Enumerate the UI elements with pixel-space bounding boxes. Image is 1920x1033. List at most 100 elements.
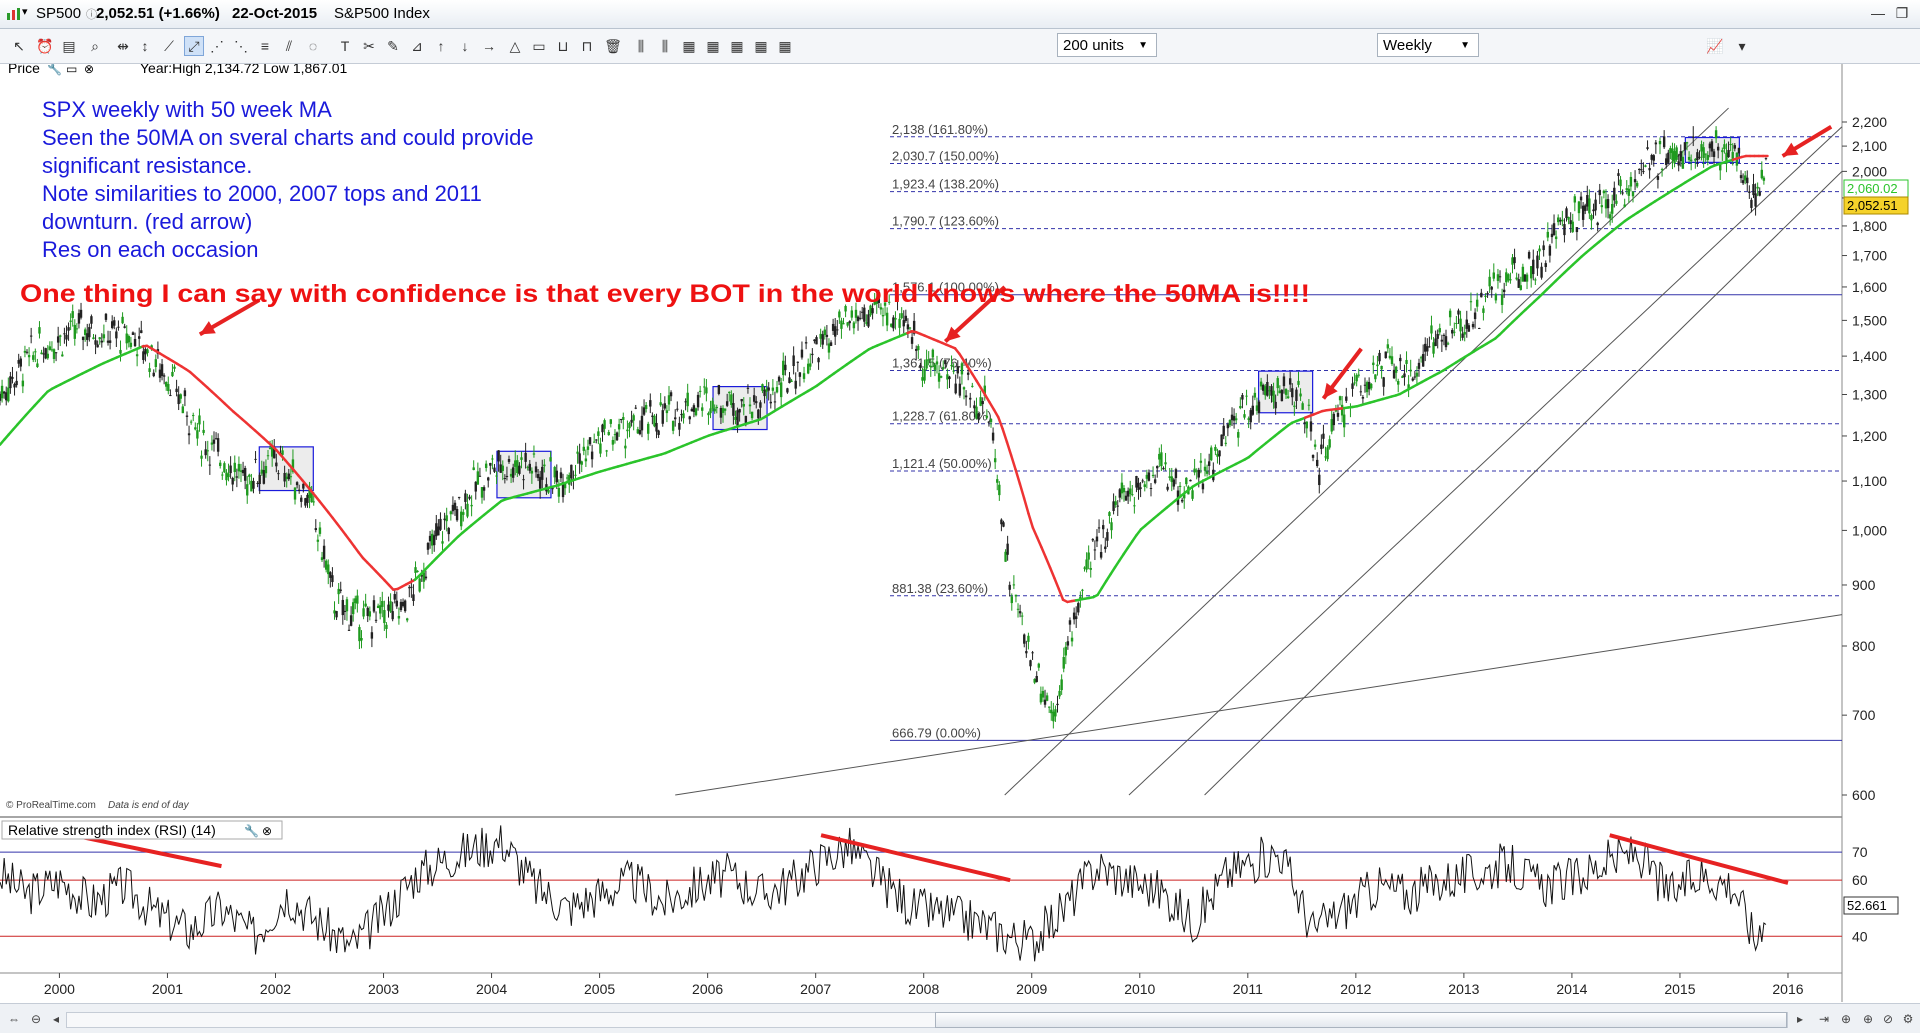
style-icon[interactable]: ▦ <box>704 37 722 55</box>
candle-body <box>331 575 333 582</box>
candle-body <box>797 362 799 363</box>
candle-body <box>1692 136 1694 137</box>
color-palette-icon[interactable]: ▦ <box>680 37 698 55</box>
highlight-icon[interactable]: ✎ <box>384 37 402 55</box>
candle-body <box>1418 363 1420 369</box>
parallel-icon[interactable]: ⫽ <box>280 37 298 55</box>
rsi-line <box>0 825 1766 961</box>
scroll-right-icon[interactable]: ▸ <box>1792 1011 1808 1027</box>
scrollbar-thumb[interactable] <box>935 1012 1787 1028</box>
candle-body <box>1241 395 1243 400</box>
candle-body <box>387 605 389 611</box>
wrench-icon[interactable]: 🔧 <box>244 823 259 838</box>
candle-body <box>1023 635 1025 644</box>
settings-icon[interactable]: ⚙ <box>1900 1011 1916 1027</box>
candle-body <box>267 455 269 456</box>
y-tick-label: 2,100 <box>1852 138 1887 154</box>
zoom-out-icon[interactable]: ⊖ <box>28 1011 44 1027</box>
candle-body <box>371 632 373 638</box>
vertical-line-icon[interactable]: ↕ <box>136 37 154 55</box>
candle-body <box>1499 276 1501 277</box>
units-select[interactable]: 200 units▼ <box>1057 33 1157 57</box>
candle-body <box>1686 142 1688 143</box>
interval-select[interactable]: Weekly▼ <box>1377 33 1479 57</box>
candle-body <box>554 467 556 477</box>
candle-body <box>1594 200 1596 211</box>
candle-body <box>1291 388 1293 397</box>
range-icon[interactable]: ⊓ <box>578 37 596 55</box>
candle-body <box>730 394 732 405</box>
rectangle-icon[interactable]: ▭ <box>530 37 548 55</box>
arrow-right-icon[interactable]: → <box>480 37 498 55</box>
speed-lines-icon[interactable]: ⋱ <box>232 37 250 55</box>
candle-body <box>1274 402 1276 408</box>
candle-body <box>408 587 410 588</box>
bars-icon[interactable]: ⫼ <box>632 37 650 55</box>
triangle-icon[interactable]: △ <box>506 37 524 55</box>
candle-body <box>464 493 466 502</box>
scroll-left-icon[interactable]: ◂ <box>48 1011 64 1027</box>
chevron-down-icon[interactable]: ▾ <box>22 5 28 18</box>
candle-body <box>892 317 894 328</box>
zoom-fit-icon[interactable]: ⇔ <box>6 1011 22 1027</box>
candle-body <box>828 343 830 352</box>
candle-body <box>30 336 32 337</box>
close-icon[interactable]: ⊗ <box>84 64 94 76</box>
arrow-down-icon[interactable]: ↓ <box>456 37 474 55</box>
candle-body <box>362 608 364 616</box>
candle-body <box>520 457 522 460</box>
candle-body <box>1561 220 1563 222</box>
candle-body <box>148 368 150 372</box>
symbol-name[interactable]: SP500 <box>36 5 81 22</box>
tools-icon[interactable]: ✂ <box>360 37 378 55</box>
text-icon[interactable]: T <box>336 37 354 55</box>
y-tick-label: 2,000 <box>1852 163 1887 179</box>
candles-icon[interactable]: ⫼ <box>656 37 674 55</box>
scroll-lock-icon[interactable]: ⊕ <box>1838 1011 1854 1027</box>
candle-body <box>1439 328 1441 332</box>
maximize-icon[interactable]: ❐ <box>1892 3 1912 23</box>
candle-body <box>1019 611 1021 613</box>
horizontal-line-icon[interactable]: ⇹ <box>114 37 132 55</box>
candle-body <box>1119 489 1121 497</box>
candle-body <box>1085 559 1087 569</box>
ruler-icon[interactable]: ▤ <box>60 37 78 55</box>
cycle-icon[interactable]: ⊔ <box>554 37 572 55</box>
candle-body <box>128 336 130 342</box>
close-icon[interactable]: ⊗ <box>262 824 272 838</box>
retracement-icon[interactable]: ≡ <box>256 37 274 55</box>
candle-body <box>1667 153 1669 163</box>
candle-body <box>1592 210 1594 212</box>
alarm-icon[interactable]: ⏰ <box>36 37 54 55</box>
pointer-icon[interactable]: ↖ <box>10 37 28 55</box>
chart-type-icon[interactable]: 📈 <box>1700 37 1730 55</box>
minimize-icon[interactable]: — <box>1868 3 1888 23</box>
chart-area[interactable]: 2,138 (161.80%)2,030.7 (150.00%)1,923.4 … <box>0 64 1920 1002</box>
layout-icon[interactable]: ▦ <box>752 37 770 55</box>
delete-icon[interactable]: 🗑 <box>604 37 622 55</box>
candle-body <box>144 349 146 354</box>
zoom-reset-icon[interactable]: ⊘ <box>1880 1011 1896 1027</box>
candle-body <box>500 464 502 472</box>
candle-body <box>1395 367 1397 373</box>
arrow-up-icon[interactable]: ↑ <box>432 37 450 55</box>
pattern-icon[interactable]: ⊿ <box>408 37 426 55</box>
scroll-end-icon[interactable]: ⇥ <box>1816 1011 1832 1027</box>
units-value: 200 units <box>1063 37 1124 54</box>
channel-icon[interactable]: ⤢ <box>184 36 204 56</box>
indicator-icon[interactable]: ▦ <box>776 37 794 55</box>
candle-body <box>907 324 909 329</box>
wrench-icon[interactable]: 🔧 <box>47 64 62 76</box>
fan-icon[interactable]: ⋰ <box>208 37 226 55</box>
chevron-down-icon[interactable]: ▾ <box>1733 37 1751 55</box>
window-icon[interactable]: ▭ <box>66 64 77 76</box>
candle-body <box>171 372 173 376</box>
candle-body <box>759 402 761 407</box>
trendline-icon[interactable]: ⟋ <box>160 37 178 55</box>
template-icon[interactable]: ▦ <box>728 37 746 55</box>
candle-body <box>123 326 125 328</box>
zoom-icon[interactable]: ⌕ <box>86 37 104 55</box>
ellipse-icon[interactable]: ◌ <box>304 37 322 55</box>
zoom-in-icon[interactable]: ⊕ <box>1860 1011 1876 1027</box>
candle-body <box>1621 192 1623 193</box>
